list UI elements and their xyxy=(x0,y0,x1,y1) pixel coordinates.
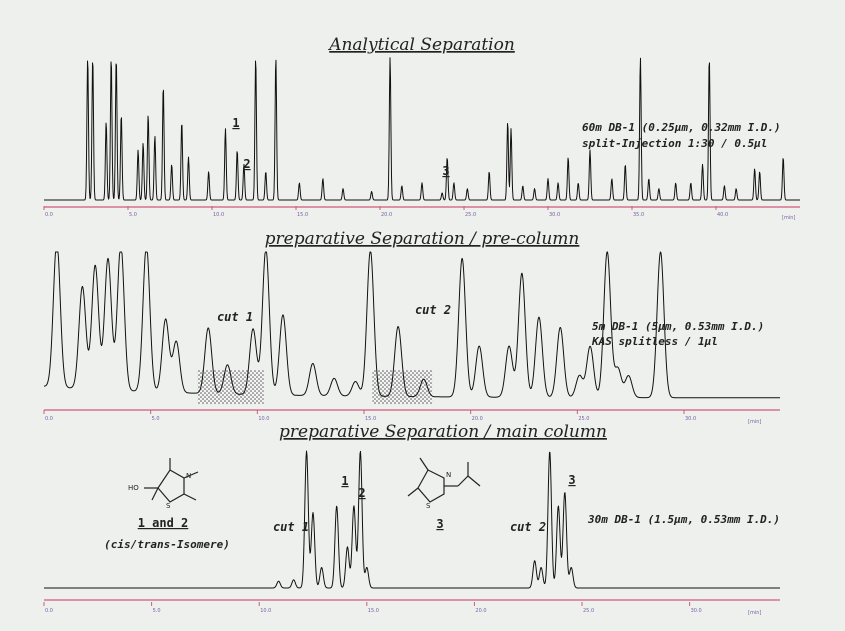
x-tick-label: 10.0 xyxy=(260,608,271,614)
x-tick-label: 10.0 xyxy=(213,212,224,218)
x-tick-label: 40.0 xyxy=(717,212,728,218)
structure-caption: 3 xyxy=(436,517,443,531)
chart-title: Analytical Separation xyxy=(327,35,515,55)
column-annotation: 30m DB-1 (1.5µm, 0.53mm I.D.) xyxy=(587,513,780,526)
structure-caption: (cis/trans-Isomere) xyxy=(104,538,230,551)
x-tick-label: 30.0 xyxy=(691,608,702,614)
cut-label: cut 2 xyxy=(415,303,451,317)
x-tick-label: 0.0 xyxy=(45,212,53,218)
x-tick-label: 30.0 xyxy=(549,212,560,218)
series-line xyxy=(44,450,780,589)
peak-label: 3 xyxy=(568,473,575,487)
panel-main-column: preparative Separation / main column 0.0… xyxy=(43,422,780,616)
x-tick-label: 15.0 xyxy=(368,608,379,614)
cut-region xyxy=(372,370,433,404)
cut-label: cut 1 xyxy=(273,520,309,534)
x-tick-label: 35.0 xyxy=(633,212,644,218)
x-tick-label: 15.0 xyxy=(365,416,376,422)
cut-label: cut 1 xyxy=(217,310,253,324)
panel-pre-column: preparative Separation / pre-column 0.0 5… xyxy=(43,229,780,425)
peak-label: 3 xyxy=(442,164,449,178)
injection-annotation: split-Injection 1:30 / 0.5µl xyxy=(582,137,767,150)
panel-analytical: Analytical Separation 0.0 5.0 10.0 15.0 20.0… xyxy=(43,35,800,221)
structure-1-2: HO N S 1 and 2 (cis/trans-Isomere) xyxy=(104,458,230,551)
x-tick-label: 0.0 xyxy=(45,416,53,422)
atom-label: S xyxy=(166,502,171,510)
x-axis-label: [min] xyxy=(748,419,761,425)
x-axis-label: [min] xyxy=(748,610,761,616)
x-tick-label: 20.0 xyxy=(475,608,486,614)
x-tick-label: 20.0 xyxy=(381,212,392,218)
x-tick-label: 5.0 xyxy=(129,212,137,218)
x-tick-labels: 0.0 5.0 10.0 15.0 20.0 25.0 30.0 xyxy=(43,602,702,614)
chart-title: preparative Separation / main column xyxy=(279,422,607,442)
peak-label: 1 xyxy=(341,474,348,488)
x-tick-label: 5.0 xyxy=(153,608,161,614)
injection-annotation: KAS splitless / 1µl xyxy=(591,335,718,348)
x-tick-label: 25.0 xyxy=(578,416,589,422)
column-annotation: 5m DB-1 (5µm, 0.53mm I.D.) xyxy=(592,320,764,333)
chart-title: preparative Separation / pre-column xyxy=(265,229,580,249)
x-tick-label: 30.0 xyxy=(685,416,696,422)
x-tick-label: 10.0 xyxy=(258,416,269,422)
cut-label: cut 2 xyxy=(510,520,546,534)
atom-label: HO xyxy=(128,484,139,492)
x-axis-label: [min] xyxy=(782,215,795,221)
peak-label: 1 xyxy=(232,116,239,130)
structure-caption: 1 and 2 xyxy=(138,516,189,530)
peak-label: 2 xyxy=(358,486,365,500)
x-tick-label: 25.0 xyxy=(465,212,476,218)
x-tick-label: 15.0 xyxy=(297,212,308,218)
column-annotation: 60m DB-1 (0.25µm, 0.32mm I.D.) xyxy=(582,121,781,134)
x-tick-labels: 0.0 5.0 10.0 15.0 20.0 25.0 30.0 35.0 40.0 xyxy=(43,206,728,218)
x-tick-label: 20.0 xyxy=(472,416,483,422)
x-tick-labels: 0.0 5.0 10.0 15.0 20.0 25.0 30.0 xyxy=(43,410,696,422)
atom-label: N xyxy=(446,471,451,479)
peak-label: 2 xyxy=(243,157,250,171)
x-tick-label: 5.0 xyxy=(152,416,160,422)
x-tick-label: 25.0 xyxy=(583,608,594,614)
series-line xyxy=(43,251,780,399)
atom-label: S xyxy=(426,502,431,510)
structure-3: N S 3 xyxy=(407,457,481,531)
series-line xyxy=(44,57,800,201)
x-tick-label: 0.0 xyxy=(45,608,53,614)
atom-label: N xyxy=(186,472,191,480)
